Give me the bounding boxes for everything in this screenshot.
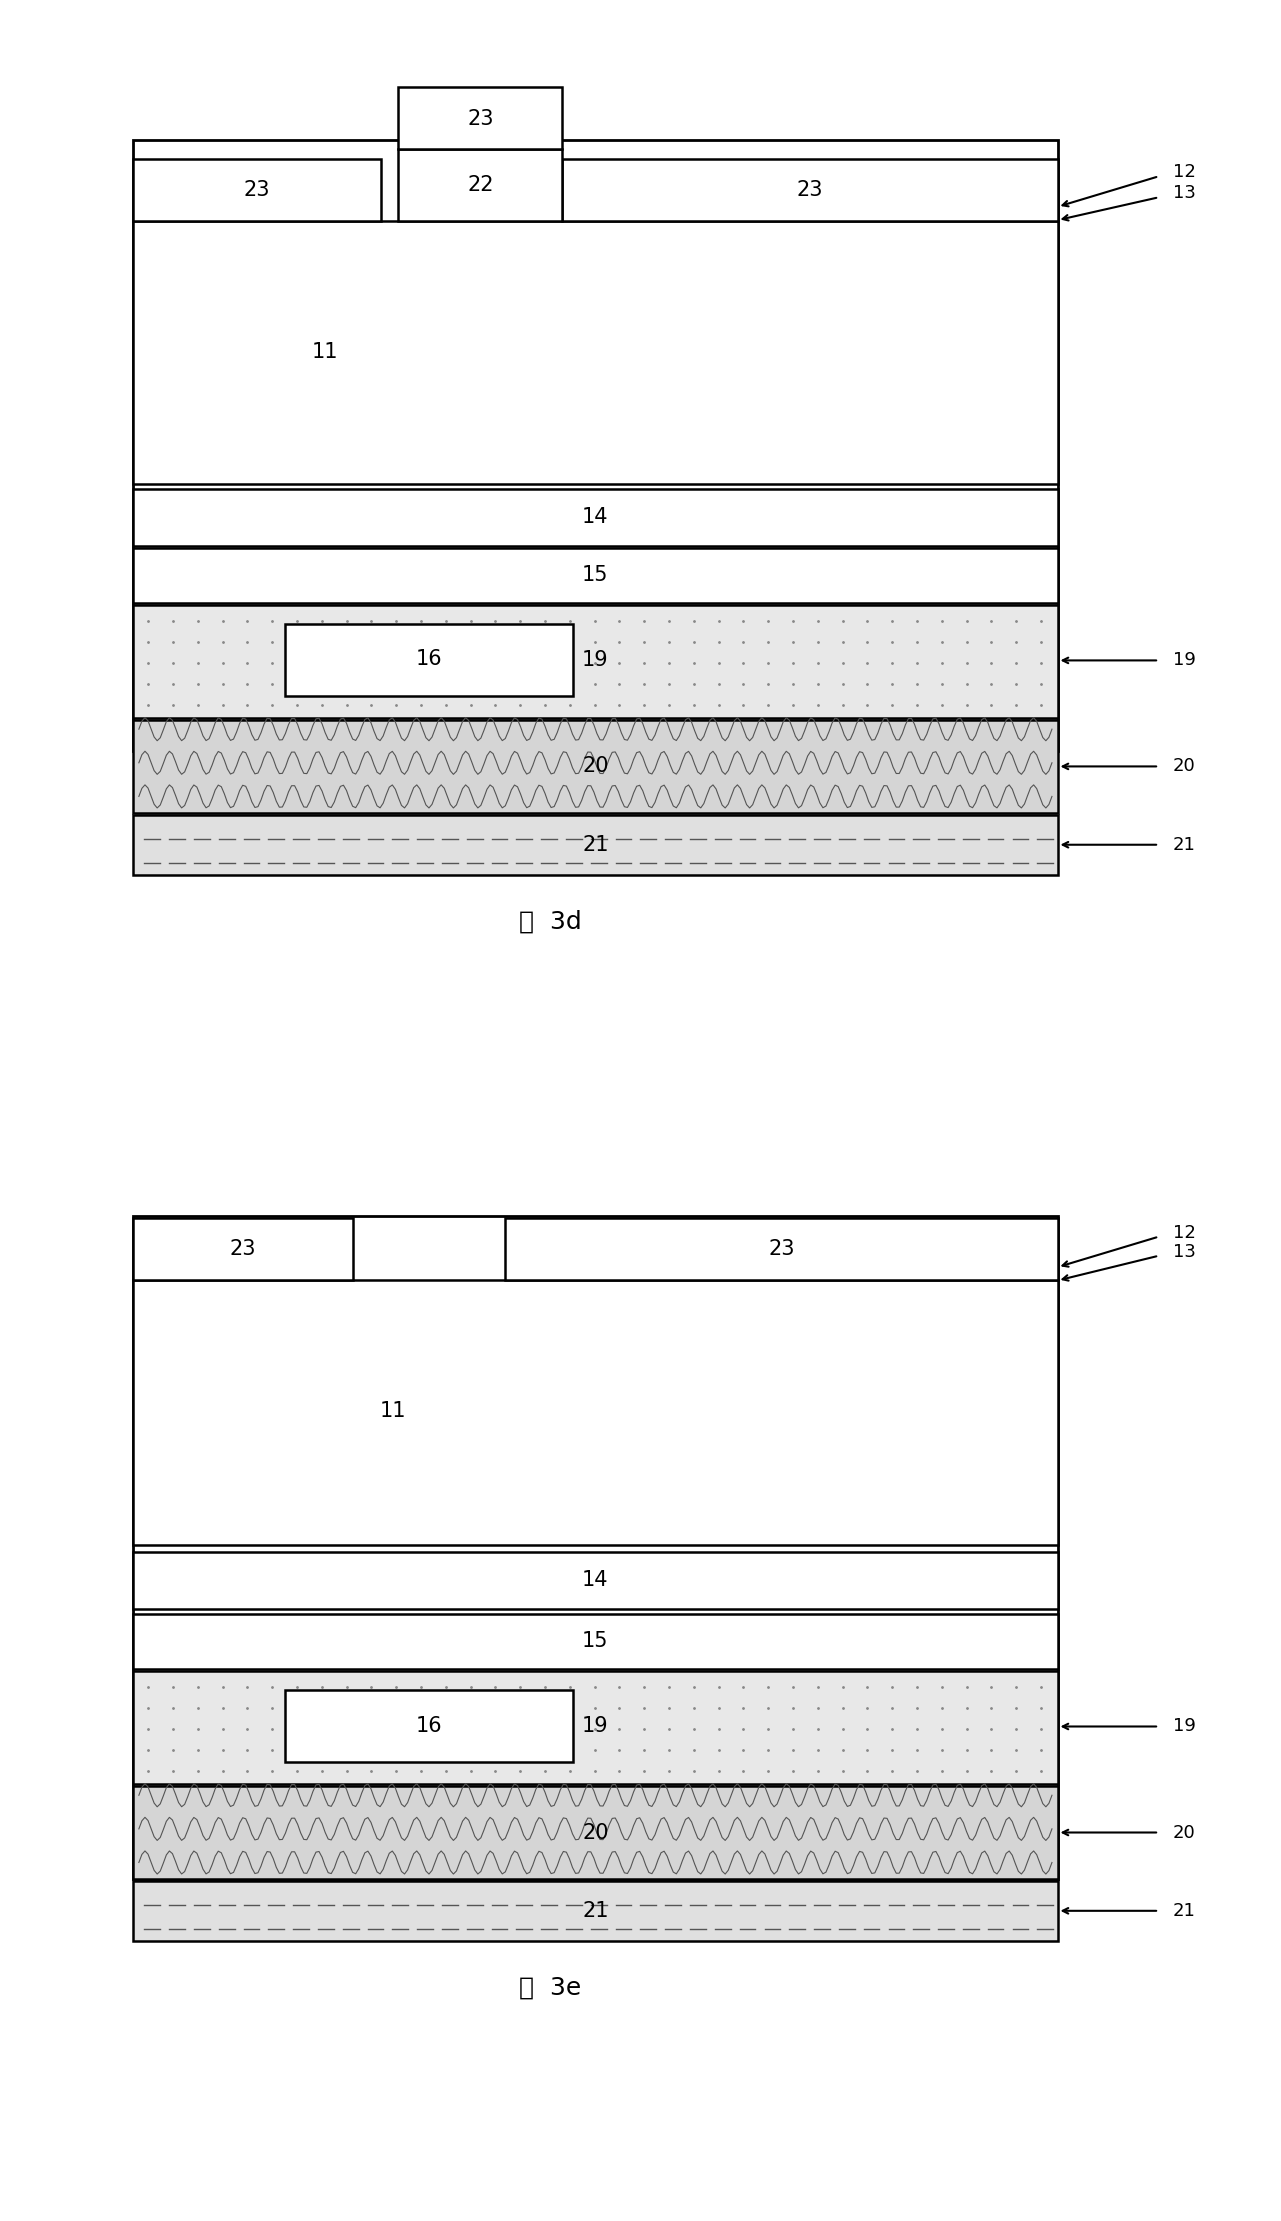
Bar [133,1552,1058,1608]
Text: 23: 23 [243,180,270,200]
Text: 23: 23 [797,180,822,200]
Text: 19: 19 [582,1717,608,1737]
Text: 21: 21 [1172,835,1195,853]
Bar [133,1215,1058,1879]
Text: 图  3d: 图 3d [519,908,582,933]
Text: 19: 19 [582,651,608,671]
Bar [133,1219,354,1282]
Text: 13: 13 [1172,1244,1195,1262]
Text: 19: 19 [1172,1717,1195,1735]
Bar [133,815,1058,875]
Bar [133,140,1058,751]
Text: 11: 11 [379,1401,406,1421]
Text: 20: 20 [1172,757,1195,775]
Bar [398,87,561,149]
Text: 14: 14 [582,506,608,526]
Text: 16: 16 [415,649,442,669]
Text: 14: 14 [582,1570,608,1590]
Bar [133,1615,1058,1670]
Bar [286,624,573,695]
Text: 23: 23 [468,109,493,129]
Text: 12: 12 [1172,164,1195,182]
Bar [505,1219,1058,1282]
Text: 15: 15 [582,566,608,586]
Text: 21: 21 [582,835,608,855]
Bar [286,1690,573,1761]
Bar [133,1670,1058,1783]
Bar [133,1786,1058,1879]
Text: 20: 20 [582,1823,608,1843]
Bar [133,160,382,222]
Text: 12: 12 [1172,1224,1195,1242]
Text: 11: 11 [311,342,338,362]
Bar [133,720,1058,813]
Text: 13: 13 [1172,184,1195,202]
Bar [133,489,1058,546]
Text: 22: 22 [468,175,493,195]
Bar [133,1282,1058,1546]
Bar [133,222,1058,484]
Bar [133,1881,1058,1941]
Bar [133,549,1058,604]
Bar [133,604,1058,717]
Bar [561,160,1058,222]
Bar [398,149,561,222]
Text: 15: 15 [582,1632,608,1652]
Text: 图  3e: 图 3e [519,1974,582,1999]
Text: 21: 21 [1172,1901,1195,1919]
Text: 21: 21 [582,1901,608,1921]
Text: 23: 23 [769,1239,794,1259]
Text: 19: 19 [1172,651,1195,669]
Text: 20: 20 [1172,1823,1195,1841]
Text: 16: 16 [415,1715,442,1735]
Text: 20: 20 [582,757,608,777]
Text: 23: 23 [229,1239,256,1259]
